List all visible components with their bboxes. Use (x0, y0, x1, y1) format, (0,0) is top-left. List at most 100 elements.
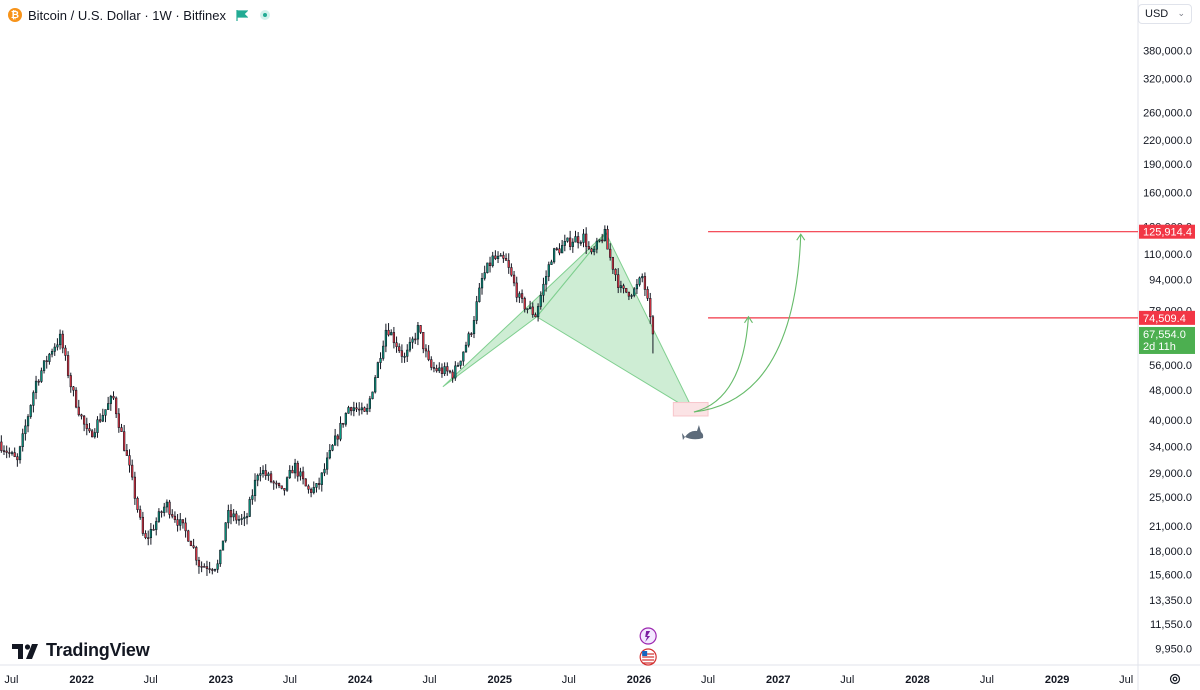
y-tick-label: 34,000.0 (1149, 442, 1192, 454)
candle-body (107, 403, 110, 410)
gear-icon[interactable] (1168, 672, 1182, 686)
candle-body (66, 355, 70, 376)
candle-body (82, 415, 86, 425)
candle-body (192, 545, 195, 548)
chevron-down-icon: ⌄ (1177, 8, 1185, 18)
candle-body (131, 464, 134, 478)
candle-body (472, 320, 476, 335)
candle-body (155, 521, 158, 530)
flag-icon[interactable] (236, 9, 248, 21)
x-tick-label: 2025 (488, 674, 512, 686)
currency-selector[interactable]: USD ⌄ (1138, 4, 1192, 24)
candle-body (531, 306, 534, 315)
candle-body (80, 414, 83, 417)
candle-body (424, 348, 428, 352)
symbol-title[interactable]: Bitcoin / U.S. Dollar · 1W · Bitfinex (28, 7, 226, 23)
y-tick-label: 18,000.0 (1149, 546, 1192, 558)
candle-body (26, 416, 30, 427)
candle-body (470, 333, 473, 335)
candle-body (117, 413, 120, 428)
candle-body (448, 370, 452, 373)
projection-arrowhead (796, 233, 806, 241)
x-tick-label: Jul (144, 674, 158, 686)
y-tick-label: 380,000.0 (1143, 45, 1192, 57)
candle-body (534, 314, 537, 318)
candle-body (601, 239, 604, 242)
candle-body (109, 395, 112, 404)
candle-body (133, 476, 136, 499)
candle-body (296, 462, 299, 477)
candle-body (34, 380, 38, 393)
candle-body (398, 346, 401, 352)
candle-body (390, 332, 393, 336)
tradingview-logo[interactable]: TradingView (12, 640, 150, 661)
candle-body (61, 333, 64, 349)
x-tick-label: Jul (840, 674, 854, 686)
candle-body (251, 495, 254, 500)
y-tick-label: 48,000.0 (1149, 385, 1192, 397)
x-tick-label: 2029 (1045, 674, 1069, 686)
candle-body (320, 472, 323, 485)
shark-icon (681, 425, 704, 441)
live-status-icon (259, 10, 270, 20)
candle-body (275, 482, 278, 485)
candle-body (331, 444, 334, 451)
candle-body (88, 428, 91, 432)
x-tick-label: Jul (283, 674, 297, 686)
tradingview-logo-icon (12, 643, 38, 659)
candle-body (96, 419, 99, 433)
candle-body (203, 566, 206, 568)
candle-body (112, 395, 115, 399)
candle-body (91, 430, 94, 438)
y-tick-label: 160,000.0 (1143, 187, 1192, 199)
candle-body (283, 488, 286, 491)
candle-body (630, 295, 633, 297)
y-tick-label: 320,000.0 (1143, 74, 1192, 86)
candle-body (147, 537, 150, 539)
candle-body (400, 350, 404, 357)
bar-countdown: 2d 11h (1143, 341, 1176, 353)
candle-body (435, 368, 438, 372)
candle-body (582, 233, 585, 243)
candle-body (144, 533, 147, 538)
candle-body (288, 469, 291, 478)
candle-body (173, 515, 177, 520)
candle-body (406, 349, 409, 357)
candle-body (104, 409, 107, 416)
candle-body (614, 268, 617, 276)
candle-body (411, 338, 414, 343)
candle-body (603, 228, 606, 241)
candle-body (542, 283, 545, 296)
candle-body (459, 360, 462, 366)
candle-body (382, 345, 385, 359)
y-tick-label: 40,000.0 (1149, 415, 1192, 427)
current-price-bg (1139, 326, 1195, 354)
candle-body (219, 549, 222, 565)
candle-body (24, 425, 27, 435)
candle-body (478, 287, 481, 302)
candle-body (638, 277, 641, 285)
candle-body (125, 450, 128, 456)
currency-value: USD (1145, 8, 1169, 20)
candle-body (443, 366, 446, 374)
candle-body (29, 405, 32, 417)
candle-body (285, 477, 289, 491)
candle-body (304, 478, 307, 487)
candle-body (526, 308, 529, 310)
candle-body (187, 530, 190, 542)
x-tick-label: Jul (562, 674, 576, 686)
candle-body (427, 350, 430, 360)
candle-body (585, 233, 588, 247)
candle-body (301, 471, 305, 480)
candle-body (272, 481, 275, 484)
candle-body (136, 497, 139, 510)
candle-body (363, 407, 366, 412)
candle-body (165, 501, 169, 508)
candle-body (574, 236, 577, 243)
candle-body (438, 367, 441, 372)
candle-body (85, 423, 88, 429)
candle-body (555, 248, 558, 250)
candle-body (277, 483, 281, 487)
candle-body (512, 274, 516, 284)
